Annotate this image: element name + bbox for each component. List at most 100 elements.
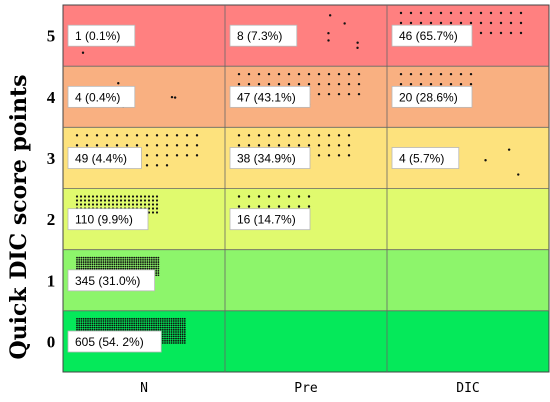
patient-dot: [113, 326, 116, 329]
patient-dot: [449, 82, 453, 86]
patient-dot: [102, 267, 105, 270]
patient-dot: [165, 164, 169, 167]
patient-dot: [109, 267, 111, 270]
patient-dot: [137, 265, 140, 268]
patient-dot: [122, 267, 125, 270]
patient-dot: [153, 265, 155, 268]
patient-dot: [509, 21, 513, 25]
patient-dot: [131, 322, 133, 325]
patient-dot: [93, 317, 96, 320]
patient-dot: [177, 331, 180, 333]
patient-dot: [91, 203, 95, 206]
patient-dot: [126, 265, 129, 268]
patient-dot: [142, 258, 144, 261]
patient-dot: [170, 317, 173, 320]
patient-dot: [144, 324, 147, 327]
patient-dot: [499, 31, 503, 35]
y-tick-labels: 0 1 2 3 4 5: [47, 27, 56, 352]
patient-dot: [80, 326, 83, 329]
patient-dot: [82, 326, 85, 329]
patient-dot: [122, 324, 125, 327]
patient-dot: [106, 324, 109, 327]
patient-dot: [124, 324, 127, 327]
patient-dot: [170, 324, 173, 327]
patient-dot: [87, 326, 89, 329]
patient-dot: [100, 324, 103, 327]
patient-dot: [135, 326, 138, 329]
patient-dot: [151, 211, 155, 214]
patient-dot: [142, 322, 144, 325]
patient-dot: [135, 144, 139, 147]
patient-dot: [145, 164, 149, 167]
patient-dot: [139, 326, 142, 329]
patient-dot: [115, 261, 118, 263]
patient-dot: [267, 134, 271, 137]
patient-dot: [409, 11, 413, 15]
patient-dot: [177, 339, 180, 342]
patient-dot: [91, 256, 94, 259]
patient-dot: [135, 265, 138, 268]
patient-dot: [439, 82, 443, 86]
patient-dot: [179, 317, 182, 320]
patient-dot: [119, 195, 123, 198]
patient-dot: [124, 261, 127, 263]
patient-dot: [128, 258, 131, 261]
patient-dot: [179, 324, 182, 327]
patient-dot: [131, 263, 133, 266]
patient-dot: [135, 322, 138, 325]
patient-dot: [113, 267, 116, 270]
patient-dot: [166, 333, 169, 336]
patient-dot: [126, 261, 129, 263]
patient-dot: [247, 82, 251, 86]
patient-dot: [80, 258, 83, 261]
patient-dot: [84, 328, 87, 331]
patient-dot: [153, 258, 155, 261]
patient-dot: [356, 41, 359, 44]
patient-dot: [125, 144, 129, 147]
patient-dot: [177, 335, 180, 338]
patient-dot: [104, 326, 107, 329]
patient-dot: [133, 322, 136, 325]
patient-dot: [106, 258, 109, 261]
patient-dot: [175, 331, 177, 333]
plot-frame: [62, 4, 550, 373]
patient-dot: [107, 195, 111, 198]
patient-dot: [337, 134, 341, 137]
patient-dot: [148, 256, 151, 259]
cell-label: 46 (65.7%): [399, 29, 458, 43]
patient-dot: [148, 263, 151, 266]
patient-dot: [168, 331, 171, 333]
patient-dot: [168, 337, 171, 340]
patient-dot: [153, 261, 155, 263]
patient-dot: [103, 195, 107, 198]
patient-dot: [155, 269, 158, 272]
patient-dot: [87, 199, 91, 202]
patient-dot: [128, 267, 131, 270]
patient-dot: [237, 134, 241, 137]
patient-dot: [172, 320, 175, 322]
patient-dot: [327, 39, 330, 42]
patient-dot: [137, 317, 140, 320]
patient-dot: [117, 320, 120, 322]
patient-dot: [137, 326, 140, 329]
patient-dot: [139, 317, 142, 320]
patient-dot: [148, 258, 151, 261]
patient-dot: [91, 320, 94, 322]
patient-dot: [85, 144, 89, 147]
patient-dot: [93, 263, 96, 266]
patient-dot: [172, 326, 175, 329]
patient-dot: [168, 326, 171, 329]
patient-dot: [347, 82, 351, 86]
patient-dot: [177, 317, 180, 320]
patient-dot: [287, 82, 291, 86]
patient-dot: [439, 11, 443, 15]
patient-dot: [142, 328, 144, 331]
patient-dot: [347, 154, 351, 157]
patient-dot: [113, 265, 116, 268]
patient-dot: [161, 333, 164, 336]
patient-dot: [104, 256, 107, 259]
patient-dot: [102, 320, 105, 322]
patient-dot: [98, 320, 100, 322]
patient-dot: [247, 72, 251, 76]
patient-dot: [317, 82, 321, 86]
